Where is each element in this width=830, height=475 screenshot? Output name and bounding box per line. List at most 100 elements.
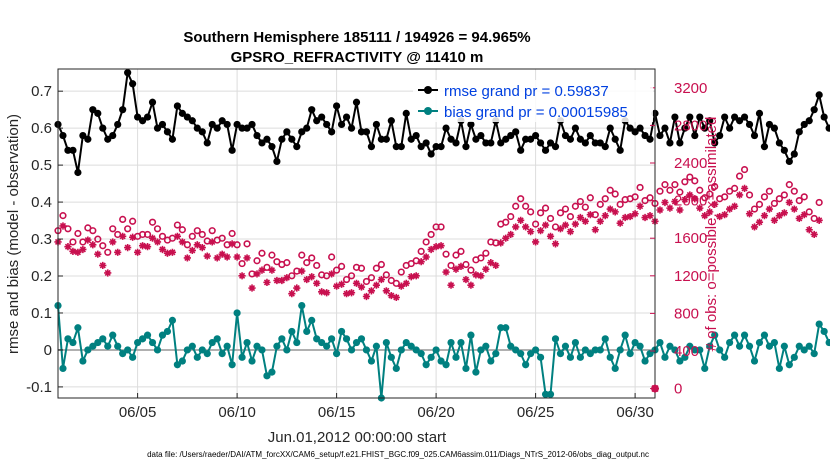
series-assimilated-point <box>681 196 689 204</box>
series-assimilated-point <box>228 240 236 248</box>
series-possible-point <box>417 247 425 255</box>
series-possible-point <box>412 257 420 265</box>
series-assimilated-point <box>551 240 560 248</box>
series-rmse-point <box>238 124 246 132</box>
series-rmse-point <box>686 113 694 121</box>
series-bias-point <box>198 346 206 354</box>
series-rmse-point <box>452 139 460 147</box>
x-tick-label: 06/30 <box>616 404 654 421</box>
series-possible-point <box>193 227 201 235</box>
series-bias-point <box>342 335 351 343</box>
series-bias-point <box>760 331 769 339</box>
series-assimilated-point <box>765 205 774 213</box>
series-bias-point <box>646 350 654 358</box>
series-assimilated-point <box>740 184 749 192</box>
legend-bias-marker <box>424 107 432 115</box>
x-tick-label: 06/15 <box>318 404 356 421</box>
series-rmse-point <box>278 135 286 143</box>
series-bias-point <box>158 331 167 339</box>
series-assimilated-point <box>477 272 485 280</box>
plot-frame <box>57 68 656 399</box>
series-bias-point <box>745 342 754 350</box>
series-rmse-point <box>387 117 395 125</box>
series-assimilated-point <box>153 238 162 246</box>
series-rmse-point <box>601 143 609 151</box>
series-possible-point <box>89 227 97 235</box>
series-assimilated-point <box>99 261 107 270</box>
series-bias-point <box>362 346 371 354</box>
series-bias-point <box>571 338 580 347</box>
series-possible-point <box>482 249 490 257</box>
series-possible-point <box>745 191 754 199</box>
series-rmse-point <box>815 91 823 99</box>
series-assimilated-point <box>293 284 301 292</box>
series-possible-point <box>755 200 764 208</box>
series-bias-point <box>208 338 216 347</box>
series-assimilated-point <box>258 266 266 274</box>
series-assimilated-point <box>138 242 147 250</box>
series-rmse-point <box>616 146 624 154</box>
series-bias-point <box>153 346 162 354</box>
series-assimilated-point <box>198 244 206 252</box>
series-assimilated-point <box>571 220 579 228</box>
series-rmse-point <box>397 143 405 151</box>
series-bias-point <box>283 346 291 354</box>
series-possible-point <box>531 220 540 228</box>
series-assimilated-point <box>696 204 704 212</box>
series-rmse-point <box>790 150 798 158</box>
series-rmse-point <box>313 117 321 125</box>
series-bias-point <box>268 368 276 376</box>
series-bias-point <box>716 346 724 354</box>
series-rmse-point <box>258 139 266 147</box>
series-bias-point <box>288 327 296 336</box>
series-rmse-point <box>178 109 186 117</box>
series-rmse-point <box>755 109 764 117</box>
series-bias-point <box>671 346 679 354</box>
series-bias-point <box>253 342 261 350</box>
series-bias-point <box>576 353 584 361</box>
series-bias-point <box>581 346 589 354</box>
series-rmse-point <box>129 80 137 88</box>
series-bias-point <box>442 361 450 369</box>
series-rmse-point <box>636 124 644 132</box>
series-assimilated-point <box>532 238 540 246</box>
series-assimilated-point <box>283 274 291 282</box>
series-assimilated-point <box>412 272 420 280</box>
series-assimilated-point <box>382 287 390 295</box>
series-bias-point <box>119 350 127 358</box>
series-rmse-point <box>347 124 356 132</box>
series-rmse-point <box>273 157 281 166</box>
series-rmse-point <box>502 135 510 143</box>
series-bias-point <box>402 338 410 347</box>
series-possible-point <box>457 247 465 255</box>
series-rmse-point <box>233 120 241 129</box>
series-possible-point <box>661 181 669 189</box>
series-assimilated-point <box>755 218 764 226</box>
series-assimilated-point <box>676 206 684 214</box>
series-possible-point <box>173 221 181 229</box>
series-assimilated-point <box>427 245 435 254</box>
series-assimilated-point <box>273 276 281 285</box>
series-bias-point <box>755 338 764 347</box>
series-bias-point <box>143 331 152 339</box>
series-assimilated-point <box>377 275 385 284</box>
series-assimilated-point <box>387 291 395 300</box>
series-bias-point <box>482 342 490 350</box>
series-bias-point <box>462 364 470 373</box>
series-rmse-point <box>427 150 435 158</box>
series-bias-point <box>507 342 515 350</box>
series-bias-point <box>138 335 147 343</box>
series-bias-point <box>825 338 830 347</box>
series-possible-point <box>328 253 336 261</box>
series-bias-point <box>611 364 619 373</box>
series-assimilated-point <box>114 248 122 256</box>
series-assimilated-point <box>328 270 336 278</box>
legend-bias-label: bias grand pr = 0.00015985 <box>444 104 628 121</box>
series-bias-point <box>616 346 624 354</box>
series-bias-point <box>631 338 639 347</box>
series-possible-point <box>298 251 306 259</box>
series-rmse-point <box>611 135 619 143</box>
series-assimilated-point <box>527 228 535 236</box>
series-bias-point <box>666 342 674 350</box>
series-possible-point <box>601 195 609 203</box>
